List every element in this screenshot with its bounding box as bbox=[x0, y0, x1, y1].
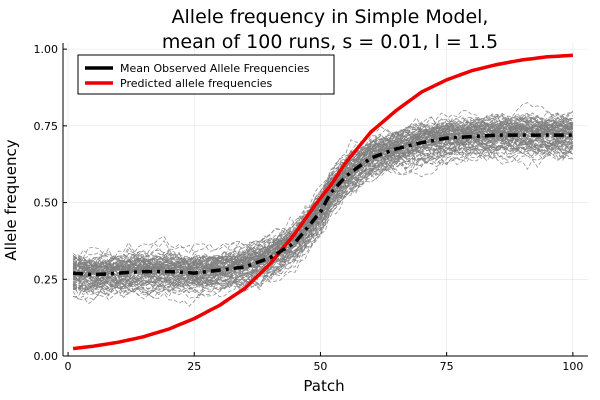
x-tick-label: 50 bbox=[313, 360, 327, 373]
x-tick-label: 25 bbox=[187, 360, 201, 373]
chart-title-line-2: mean of 100 runs, s = 0.01, l = 1.5 bbox=[162, 31, 498, 53]
y-tick-label: 0.75 bbox=[34, 120, 59, 133]
y-axis-label: Allele frequency bbox=[2, 139, 20, 260]
x-tick-label: 75 bbox=[440, 360, 454, 373]
run-line bbox=[73, 116, 574, 274]
series-layer bbox=[72, 53, 574, 351]
run-line bbox=[72, 143, 574, 299]
legend-box bbox=[77, 54, 335, 95]
legend: Mean Observed Allele Frequencies Predict… bbox=[77, 54, 335, 95]
y-tick-label: 1.00 bbox=[34, 43, 59, 56]
run-line bbox=[72, 152, 573, 307]
run-line bbox=[72, 121, 574, 284]
run-line bbox=[73, 139, 574, 293]
y-tick-label: 0.50 bbox=[34, 197, 59, 210]
run-line bbox=[72, 142, 574, 301]
axes-layer: 0 25 50 75 100 0.00 0.25 0.50 0.75 1.00 bbox=[34, 43, 588, 373]
run-line bbox=[72, 118, 574, 274]
run-line bbox=[72, 114, 574, 273]
run-line bbox=[72, 116, 573, 273]
run-line bbox=[72, 113, 574, 270]
run-line bbox=[72, 117, 573, 277]
run-line bbox=[72, 122, 574, 277]
x-tick-label: 0 bbox=[65, 360, 72, 373]
series-predicted-line bbox=[72, 53, 574, 351]
run-line bbox=[72, 115, 574, 269]
x-axis-label: Patch bbox=[303, 377, 344, 395]
run-line bbox=[73, 120, 574, 272]
run-line bbox=[72, 139, 574, 293]
legend-label-mean: Mean Observed Allele Frequencies bbox=[120, 62, 310, 75]
x-tick-label: 100 bbox=[562, 360, 583, 373]
chart-title-line-1: Allele frequency in Simple Model, bbox=[172, 6, 489, 28]
run-line bbox=[72, 113, 573, 272]
run-line bbox=[72, 130, 574, 291]
run-line bbox=[72, 124, 573, 278]
run-line bbox=[72, 139, 573, 294]
run-line bbox=[72, 133, 573, 285]
y-tick-label: 0.00 bbox=[34, 350, 59, 363]
run-line bbox=[73, 148, 574, 298]
legend-label-predicted: Predicted allele frequencies bbox=[120, 77, 273, 90]
run-line bbox=[72, 110, 574, 261]
run-line bbox=[72, 119, 574, 271]
run-line bbox=[72, 117, 574, 278]
y-tick-label: 0.25 bbox=[34, 273, 59, 286]
series-mean-line bbox=[72, 133, 573, 277]
run-line bbox=[72, 125, 574, 280]
run-line bbox=[73, 137, 573, 297]
run-line bbox=[72, 113, 574, 271]
